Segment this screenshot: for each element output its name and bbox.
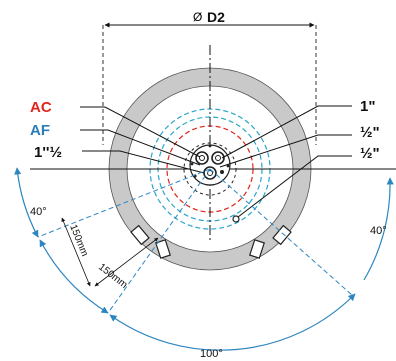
left-angle-arc <box>14 167 39 238</box>
central-flange <box>189 144 231 186</box>
label-one-inch: 1" <box>360 98 375 115</box>
diameter-symbol: Ø <box>193 10 202 24</box>
distance-label-2: 150mm <box>96 262 129 291</box>
probe-connection <box>232 215 240 223</box>
ring-brackets <box>130 224 292 259</box>
d2-dimension <box>102 22 317 145</box>
label-half-inch-2: ½" <box>360 145 380 162</box>
label-half-inch-1: ½" <box>360 124 380 141</box>
label-one-and-half-inch: 1''½ <box>34 144 62 161</box>
diameter-label: D2 <box>207 9 225 25</box>
angle-label-left: 40° <box>30 206 47 218</box>
angle-label-bottom: 100° <box>200 348 223 360</box>
left-lower-arc <box>39 239 109 314</box>
angle-label-right: 40° <box>370 225 387 237</box>
distance-label-1: 150mm <box>67 223 90 258</box>
right-angle-arc <box>363 177 394 281</box>
label-ac: AC <box>30 99 52 116</box>
leader-lines <box>80 105 352 218</box>
label-af: AF <box>30 122 50 139</box>
bottom-angle-arc <box>109 293 356 351</box>
